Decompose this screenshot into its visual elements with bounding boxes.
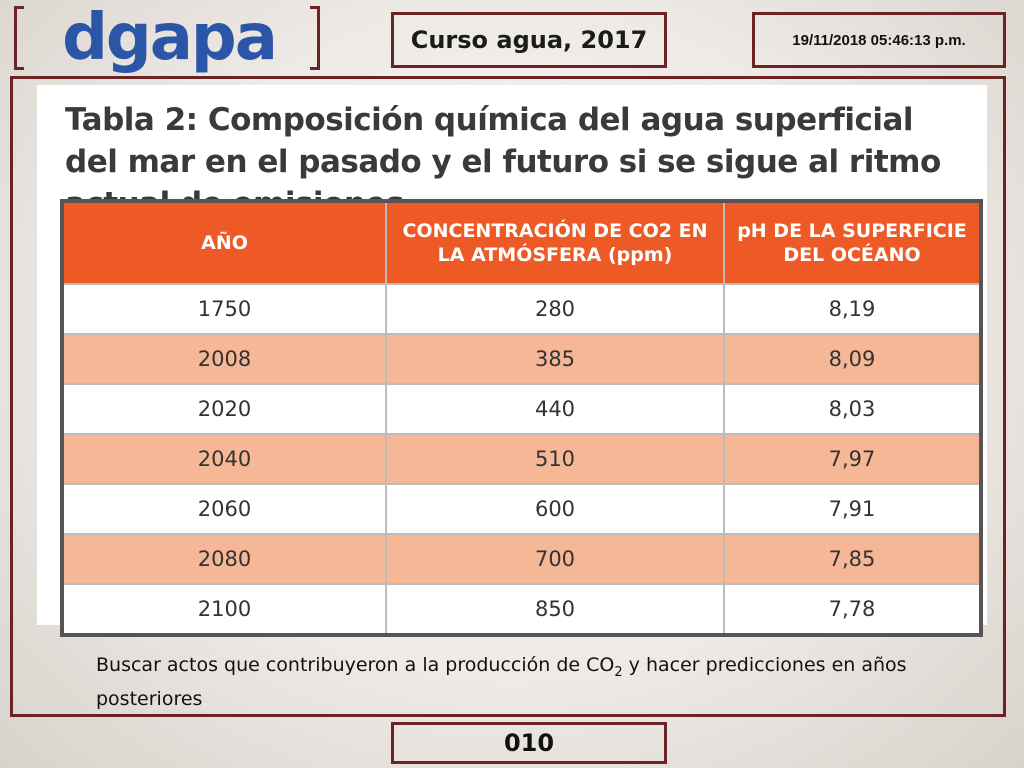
cell-year: 2100 — [61, 583, 387, 636]
table-row: 2060 600 7,91 — [61, 483, 982, 535]
logo: dgapa — [14, 6, 320, 72]
caption-text-end: y hacer predicciones en años posteriores — [96, 654, 907, 710]
table-row: 2100 850 7,78 — [61, 583, 982, 636]
cell-co2: 600 — [385, 483, 725, 535]
logo-right-bracket — [310, 6, 320, 70]
cell-year: 2080 — [61, 533, 387, 585]
slide-frame — [10, 76, 1006, 717]
cell-ph: 8,03 — [723, 383, 982, 435]
table-row: 1750 280 8,19 — [61, 283, 982, 335]
cell-year: 2008 — [61, 333, 387, 385]
cell-ph: 7,85 — [723, 533, 982, 585]
table-row: 2040 510 7,97 — [61, 433, 982, 485]
col-header-co2: CONCENTRACIÓN DE CO2 EN LA ATMÓSFERA (pp… — [385, 200, 725, 285]
cell-year: 2060 — [61, 483, 387, 535]
col-header-year: AÑO — [61, 200, 387, 285]
table-row: 2008 385 8,09 — [61, 333, 982, 385]
page-number: 010 — [391, 722, 667, 764]
logo-left-bracket — [14, 6, 24, 70]
cell-co2: 385 — [385, 333, 725, 385]
table-row: 2080 700 7,85 — [61, 533, 982, 585]
cell-co2: 440 — [385, 383, 725, 435]
cell-year: 1750 — [61, 283, 387, 335]
data-table: AÑO CONCENTRACIÓN DE CO2 EN LA ATMÓSFERA… — [60, 199, 983, 637]
cell-year: 2040 — [61, 433, 387, 485]
cell-ph: 8,19 — [723, 283, 982, 335]
cell-ph: 7,78 — [723, 583, 982, 636]
caption-subscript: 2 — [614, 664, 623, 680]
cell-co2: 510 — [385, 433, 725, 485]
cell-ph: 7,91 — [723, 483, 982, 535]
cell-co2: 850 — [385, 583, 725, 636]
table-figure: Tabla 2: Composición química del agua su… — [37, 85, 987, 637]
table-header-row: AÑO CONCENTRACIÓN DE CO2 EN LA ATMÓSFERA… — [61, 200, 982, 285]
caption-text-start: Buscar actos que contribuyeron a la prod… — [96, 654, 615, 676]
cell-ph: 8,09 — [723, 333, 982, 385]
col-header-ph: pH DE LA SUPERFICIE DEL OCÉANO — [723, 200, 982, 285]
cell-year: 2020 — [61, 383, 387, 435]
date-time: 19/11/2018 05:46:13 p.m. — [752, 12, 1006, 68]
cell-co2: 280 — [385, 283, 725, 335]
slide-caption: Buscar actos que contribuyeron a la prod… — [96, 652, 976, 713]
dgapa-logo: dgapa — [62, 1, 278, 75]
cell-ph: 7,97 — [723, 433, 982, 485]
course-title: Curso agua, 2017 — [391, 12, 667, 68]
table-row: 2020 440 8,03 — [61, 383, 982, 435]
cell-co2: 700 — [385, 533, 725, 585]
